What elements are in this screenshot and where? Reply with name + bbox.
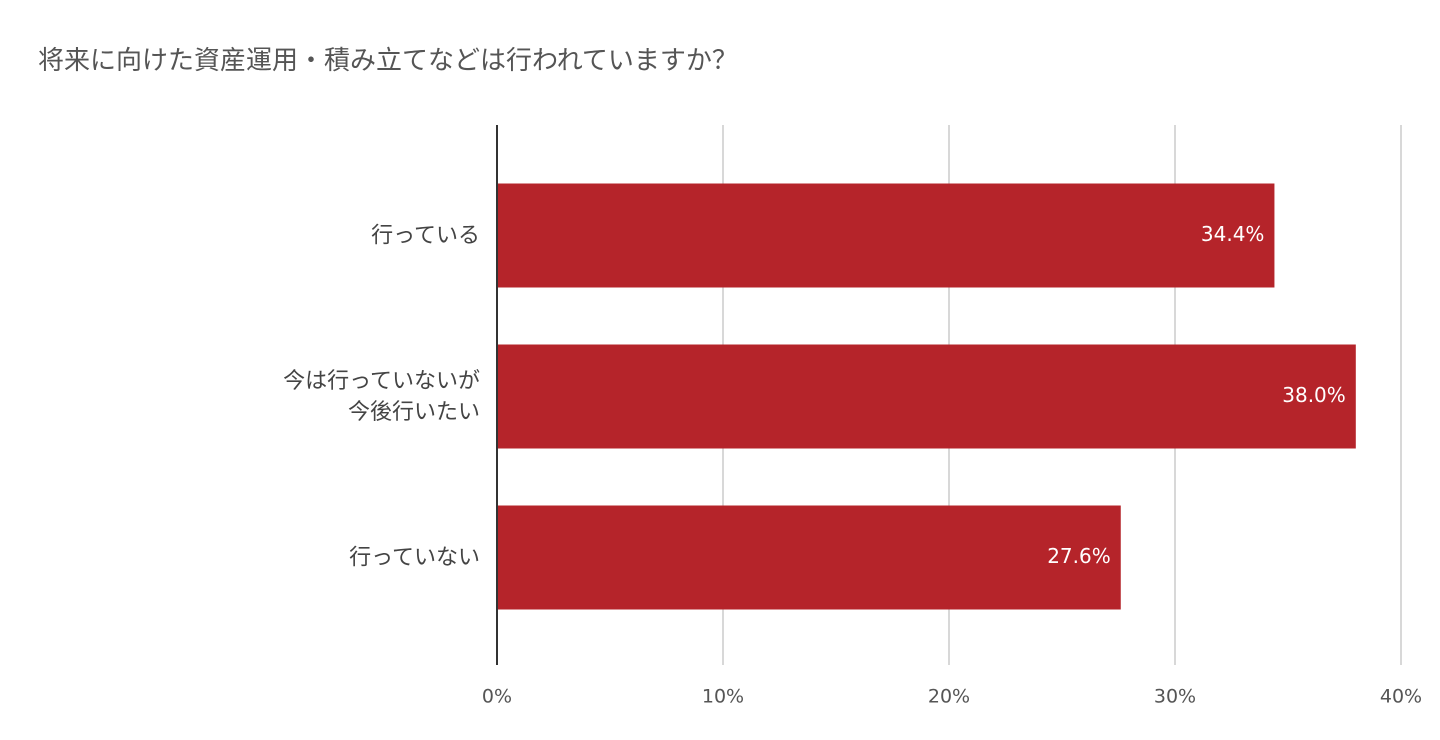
bar [497, 344, 1356, 449]
value-label: 34.4% [1201, 222, 1265, 246]
y-tick-label: 行っている [371, 223, 480, 248]
x-tick-label: 0% [482, 686, 512, 708]
value-label: 38.0% [1282, 383, 1346, 407]
value-label: 27.6% [1047, 544, 1111, 568]
y-tick-label: 行っていない [349, 545, 480, 570]
x-tick-label: 10% [702, 686, 744, 708]
x-tick-label: 30% [1154, 686, 1196, 708]
bar [497, 505, 1121, 610]
chart-title: 将来に向けた資産運用・積み立てなどは行われていますか？ [38, 46, 738, 76]
y-tick-label: 今は行っていないが 今後行いたい [283, 368, 480, 425]
x-tick-label: 40% [1380, 686, 1422, 708]
x-tick-label: 20% [928, 686, 970, 708]
bar [497, 183, 1275, 288]
